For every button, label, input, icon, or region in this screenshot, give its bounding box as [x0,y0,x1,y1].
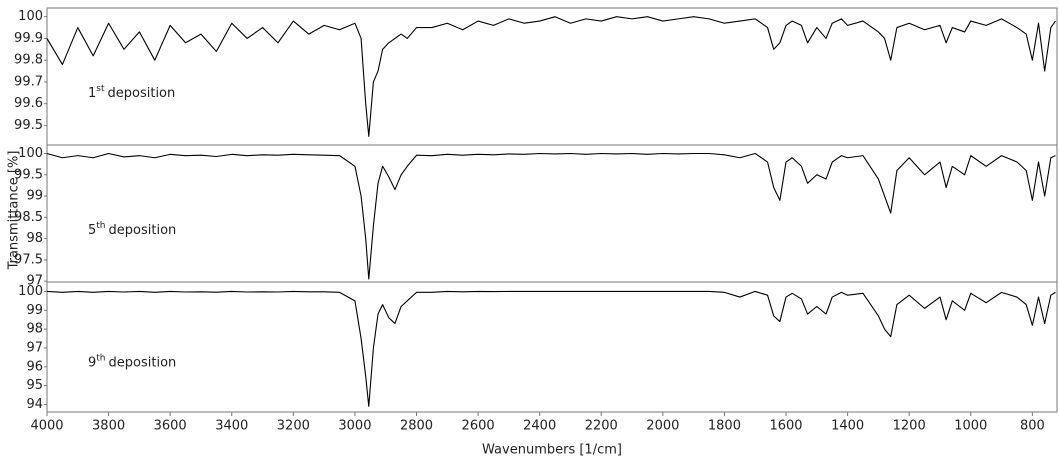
y-tick-label: 99.5 [14,167,43,182]
spectrum-line [46,290,1056,407]
y-tick-label: 97.5 [14,252,43,267]
x-tick-label: 3400 [215,419,248,434]
annotation-superscript: th [96,353,105,363]
y-tick-label: 100 [18,146,43,161]
x-tick-label: 1400 [831,419,864,434]
annotation-superscript: th [96,220,105,230]
panel-frame [46,7,1058,146]
annotation-superscript: st [96,83,105,93]
annotation-number: 5 [88,222,96,237]
y-tick-label: 99.5 [14,118,43,133]
x-tick-label: 2800 [400,419,433,434]
y-tick-label: 100 [18,9,43,24]
y-tick-label: 98 [26,231,43,246]
x-tick-label: 3000 [338,419,371,434]
y-tick-label: 99 [26,303,43,318]
annotation: 1st deposition [88,83,175,100]
annotation-text: deposition [108,85,176,100]
y-tick-label: 99.6 [14,96,43,111]
panel-frame [46,281,1058,413]
x-tick-label: 2200 [585,419,618,434]
x-tick-label: 1600 [769,419,802,434]
panel-frame [46,144,1058,283]
spectrum-line [46,16,1056,137]
y-tick-label: 94 [26,397,43,412]
y-tick-label: 96 [26,359,43,374]
annotation-number: 1 [88,85,96,100]
x-tick-label: 2400 [523,419,556,434]
y-tick-label: 99.8 [14,53,43,68]
annotation: 9th deposition [88,353,176,370]
x-tick-label: 800 [1020,419,1045,434]
x-tick-label: 3200 [277,419,310,434]
x-tick-label: 3600 [154,419,187,434]
y-tick-label: 98.5 [14,210,43,225]
x-tick-label: 3800 [92,419,125,434]
y-tick-label: 100 [18,284,43,299]
annotation: 5th deposition [88,220,176,237]
x-tick-label: 1800 [708,419,741,434]
y-tick-label: 97 [26,274,43,289]
y-tick-label: 97 [26,340,43,355]
x-axis-label: Wavenumbers [1/cm] [482,443,622,458]
y-axis-label: Transmittance [%] [7,151,22,271]
x-tick-label: 2000 [646,419,679,434]
annotation-text: deposition [109,355,177,370]
y-tick-label: 99 [26,189,43,204]
annotation-text: deposition [109,222,177,237]
x-tick-label: 1200 [893,419,926,434]
x-tick-label: 2600 [462,419,495,434]
y-tick-label: 98 [26,322,43,337]
y-tick-label: 99.9 [14,31,43,46]
y-tick-label: 99.7 [14,74,43,89]
x-tick-label: 1000 [954,419,987,434]
y-tick-label: 95 [26,378,43,393]
annotation-number: 9 [88,355,96,370]
x-tick-label: 4000 [30,419,63,434]
spectrum-line [46,152,1056,280]
